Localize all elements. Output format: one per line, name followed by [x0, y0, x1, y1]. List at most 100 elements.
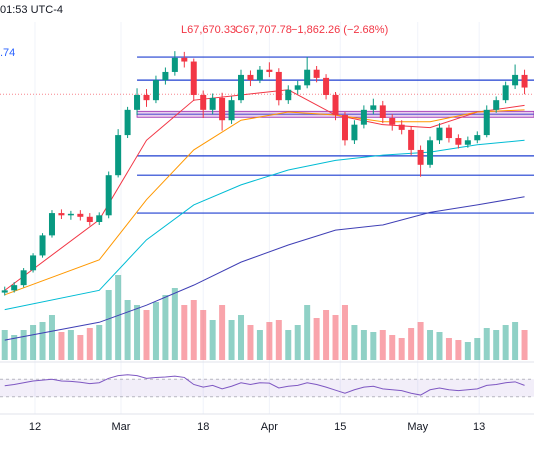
volume-bar: [474, 338, 481, 360]
candle-body: [1, 290, 8, 293]
time-label: 01:53 UTC-4: [0, 4, 63, 16]
volume-bar: [143, 310, 150, 360]
candle-body: [285, 89, 292, 101]
candle-body: [266, 69, 273, 72]
candle-body: [256, 69, 263, 81]
candle-body: [219, 97, 226, 121]
candle-body: [360, 109, 367, 125]
candle-body: [247, 74, 254, 81]
candle-body: [351, 124, 358, 141]
volume-bar: [67, 330, 74, 360]
volume-bar: [427, 330, 434, 360]
volume-bar: [200, 310, 207, 360]
candle-body: [115, 135, 122, 176]
volume-bar: [398, 338, 405, 360]
volume-bar: [502, 325, 509, 360]
candle-body: [341, 115, 348, 141]
volume-bar: [445, 338, 452, 360]
x-tick-label: 12: [29, 421, 41, 433]
candle-body: [96, 215, 103, 222]
volume-bar: [96, 325, 103, 360]
volume-bar: [351, 325, 358, 360]
volume-bar: [455, 340, 462, 360]
candle-body: [323, 77, 330, 95]
volume-bar: [521, 330, 528, 360]
volume-bar: [493, 330, 500, 360]
change-label: −1,862.26 (−2.68%): [291, 24, 388, 36]
candle-body: [48, 213, 55, 236]
volume-bar: [86, 328, 93, 360]
candle-body: [238, 74, 245, 101]
volume-bar: [20, 330, 27, 360]
volume-bar: [256, 330, 263, 360]
volume-bar: [436, 332, 443, 360]
volume-bar: [238, 315, 245, 360]
volume-bar: [379, 330, 386, 360]
volume-bar: [360, 330, 367, 360]
candle-body: [162, 71, 169, 81]
volume-bar: [115, 275, 122, 360]
candle-body: [332, 94, 339, 116]
candle-body: [408, 129, 415, 150]
candle-body: [304, 69, 311, 86]
volume-bar: [332, 315, 339, 360]
volume-bar: [389, 335, 396, 360]
candle-body: [171, 57, 178, 72]
candle-body: [436, 127, 443, 141]
volume-bar: [190, 300, 197, 360]
candle-body: [512, 74, 519, 86]
volume-bar: [370, 332, 377, 360]
volume-bar: [228, 320, 235, 360]
volume-bar: [483, 328, 490, 360]
candle-body: [105, 175, 112, 216]
candle-body: [464, 140, 471, 145]
candle-body: [209, 97, 216, 110]
volume-bar: [323, 310, 330, 360]
volume-bar: [464, 342, 471, 360]
candle-body: [483, 109, 490, 136]
volume-bar: [58, 332, 65, 360]
x-tick-label: May: [407, 421, 428, 433]
volume-bar: [408, 328, 415, 360]
volume-bar: [77, 335, 84, 360]
candle-body: [86, 216, 93, 222]
volume-bar: [285, 330, 292, 360]
rsi-line: [4, 374, 525, 396]
candle-body: [389, 118, 396, 125]
candle-body: [398, 124, 405, 130]
volume-bar: [209, 320, 216, 360]
candle-body: [20, 270, 27, 286]
candle-body: [200, 94, 207, 110]
candle-body: [58, 213, 65, 216]
candle-body: [67, 213, 74, 216]
volume-bar: [512, 322, 519, 360]
candle-body: [124, 109, 131, 136]
volume-bar: [1, 330, 8, 360]
x-tick-label: Mar: [112, 421, 131, 433]
volume-bar: [105, 290, 112, 360]
candle-body: [134, 94, 141, 110]
candle-body: [152, 80, 159, 101]
x-tick-label: 15: [334, 421, 346, 433]
indicator-value: .74: [0, 47, 15, 59]
volume-bar: [162, 295, 169, 360]
volume-bar: [11, 335, 18, 360]
candle-body: [417, 149, 424, 165]
candle-body: [427, 140, 434, 165]
candle-body: [30, 255, 37, 271]
volume-bar: [219, 305, 226, 360]
volume-bar: [124, 300, 131, 360]
volume-bar: [171, 288, 178, 360]
volume-bar: [417, 322, 424, 360]
candle-body: [39, 235, 46, 256]
volume-bar: [134, 305, 141, 360]
volume-bar: [294, 325, 301, 360]
moving-average: [4, 109, 525, 296]
candle-body: [313, 69, 320, 78]
candle-body: [455, 138, 462, 145]
candle-body: [77, 213, 84, 217]
volume-bar: [48, 315, 55, 360]
x-tick-label: Apr: [261, 421, 278, 433]
volume-bar: [39, 322, 46, 360]
